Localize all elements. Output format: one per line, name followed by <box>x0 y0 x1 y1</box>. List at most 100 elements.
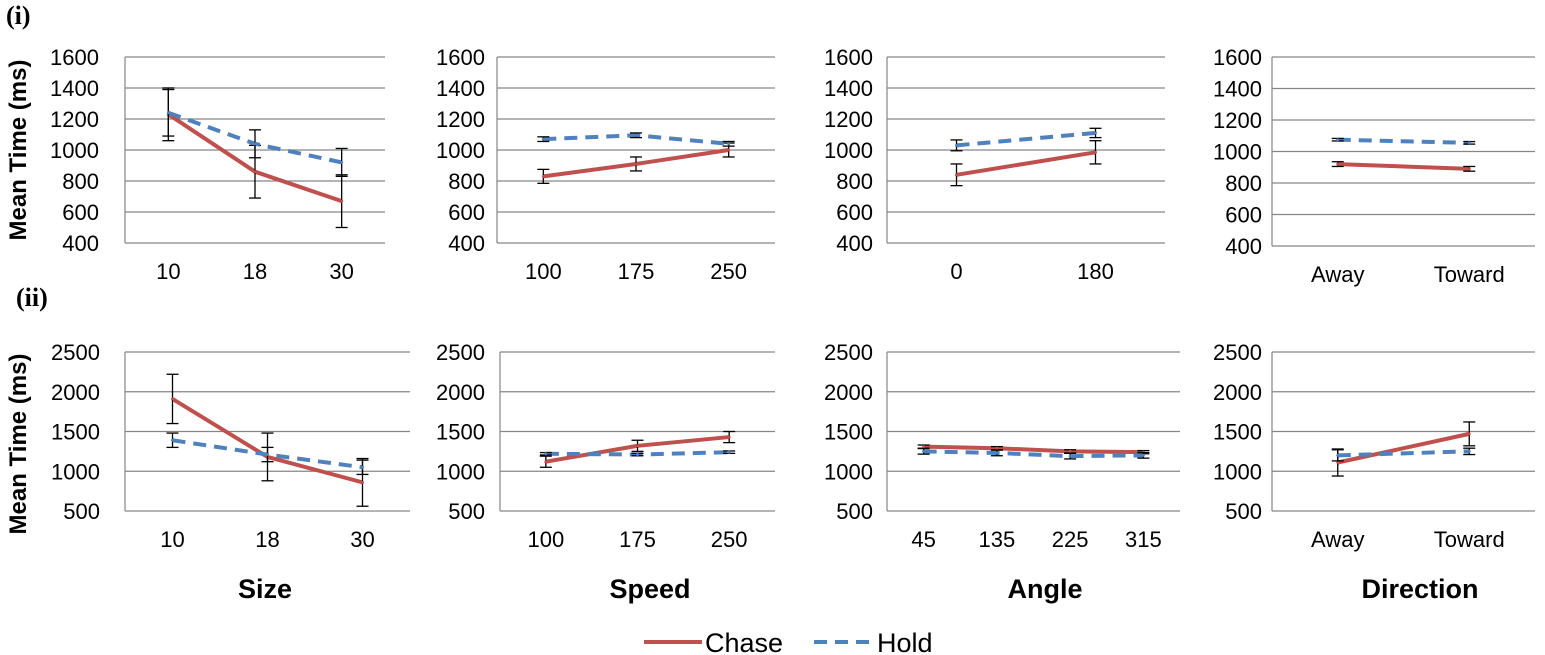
data-point-hold <box>171 438 174 442</box>
data-point-hold <box>253 142 257 146</box>
x-tick-label: Away <box>1311 527 1364 552</box>
row-label-i: (i) <box>6 1 31 30</box>
y-tick-label: 800 <box>836 169 873 194</box>
y-tick-label: 500 <box>448 499 485 524</box>
data-point-hold <box>1094 131 1097 135</box>
y-tick-label: 1400 <box>50 76 99 101</box>
data-point-hold <box>1336 453 1340 457</box>
data-point-chase <box>636 444 639 448</box>
legend-hold-label: Hold <box>877 628 933 655</box>
data-point-hold <box>544 452 548 456</box>
y-tick-label: 400 <box>836 231 873 256</box>
y-tick-label: 500 <box>836 499 873 524</box>
series-line-chase <box>1337 162 1470 171</box>
series-line-hold <box>956 130 1096 148</box>
x-tick-label: 18 <box>255 527 279 552</box>
data-point-chase <box>171 397 174 401</box>
y-tick-label: 1000 <box>824 138 873 163</box>
x-tick-label: Away <box>1311 262 1364 287</box>
y-tick-label: 800 <box>448 169 485 194</box>
series-line-chase <box>956 150 1096 177</box>
data-point-hold <box>1467 449 1471 453</box>
y-tick-label: 1500 <box>824 420 873 445</box>
x-tick-label: 250 <box>710 259 747 284</box>
series-line-chase <box>923 444 1144 455</box>
y-tick-label: 1200 <box>50 107 99 132</box>
data-point-chase <box>340 199 344 203</box>
x-tick-label: 30 <box>329 259 353 284</box>
data-point-hold <box>922 449 926 453</box>
y-tick-label: 400 <box>448 231 485 256</box>
data-point-chase <box>1068 449 1072 453</box>
y-tick-label: 600 <box>62 200 99 225</box>
data-point-chase <box>1336 162 1340 166</box>
data-point-hold <box>1467 141 1471 145</box>
x-tick-label: 30 <box>350 527 374 552</box>
x-tick-label: 315 <box>1125 527 1162 552</box>
data-point-hold <box>636 453 639 457</box>
y-tick-label: 800 <box>62 169 99 194</box>
y-tick-label: 1000 <box>1213 459 1262 484</box>
y-tick-label: 1000 <box>1213 140 1262 165</box>
data-point-hold <box>541 137 545 141</box>
x-tick-label: 135 <box>979 527 1016 552</box>
y-tick-label: 1000 <box>50 138 99 163</box>
legend-chase-label: Chase <box>705 628 783 655</box>
data-point-chase <box>361 480 364 484</box>
y-tick-label: 500 <box>1225 499 1262 524</box>
chart-panel-4: 400 600 800 1000 1200 1400 1600 Away Toward <box>1213 45 1535 287</box>
y-tick-label: 800 <box>1225 171 1262 196</box>
data-point-chase <box>727 148 731 152</box>
x-axis-label: Speed <box>609 574 690 604</box>
y-tick-label: 1000 <box>51 459 100 484</box>
y-tick-label: 1600 <box>50 45 99 70</box>
y-tick-label: 2500 <box>51 340 100 365</box>
y-tick-label: 1600 <box>1213 45 1262 70</box>
data-point-hold <box>995 451 999 455</box>
y-tick-label: 1400 <box>436 76 485 101</box>
data-point-chase <box>955 173 958 177</box>
y-tick-label: 1200 <box>436 107 485 132</box>
series-line-chase <box>1337 431 1470 465</box>
data-point-chase <box>727 435 731 439</box>
y-tick-label: 600 <box>836 200 873 225</box>
data-point-hold <box>1336 138 1340 142</box>
y-tick-label: 1000 <box>436 459 485 484</box>
data-point-chase <box>541 174 545 178</box>
x-tick-label: 225 <box>1052 527 1089 552</box>
x-tick-label: 18 <box>243 259 267 284</box>
data-point-chase <box>253 170 257 174</box>
legend: Chase Hold <box>644 628 933 655</box>
data-point-chase <box>922 445 926 449</box>
chart-panel-2: 400 600 800 1000 1200 1400 1600 100 175 250 <box>436 45 775 284</box>
series-line-hold <box>1337 137 1470 145</box>
x-tick-label: 0 <box>950 259 962 284</box>
chart-panel-3: 400 600 800 1000 1200 1400 1600 0 180 <box>824 45 1165 284</box>
y-tick-label: 400 <box>62 231 99 256</box>
data-point-chase <box>995 446 999 450</box>
y-tick-label: 1500 <box>51 420 100 445</box>
x-tick-label: 100 <box>527 527 564 552</box>
y-tick-label: 1400 <box>1213 77 1262 102</box>
chart-panel-8: 500 1000 1500 2000 2500 Away Toward Direction <box>1213 340 1535 604</box>
y-tick-label: 1200 <box>1213 108 1262 133</box>
y-tick-label: 1500 <box>436 420 485 445</box>
y-axis-label-bottom: Mean Time (ms) <box>5 354 32 535</box>
data-point-hold <box>727 450 731 454</box>
y-tick-label: 1500 <box>1213 420 1262 445</box>
data-point-hold <box>1068 454 1072 458</box>
x-tick-label: Toward <box>1434 262 1505 287</box>
data-point-chase <box>1336 461 1340 465</box>
data-point-hold <box>166 111 170 115</box>
data-point-chase <box>1467 167 1471 171</box>
series-line-hold <box>1337 449 1470 458</box>
data-point-hold <box>361 465 364 469</box>
x-tick-label: 180 <box>1077 259 1114 284</box>
x-axis-label: Angle <box>1007 574 1082 604</box>
y-tick-label: 1000 <box>436 138 485 163</box>
y-tick-label: 2500 <box>1213 340 1262 365</box>
series-line-hold <box>923 449 1144 459</box>
chart-panel-6: 500 1000 1500 2000 2500 100 175 250 Speed <box>436 340 775 604</box>
data-point-hold <box>634 133 638 137</box>
